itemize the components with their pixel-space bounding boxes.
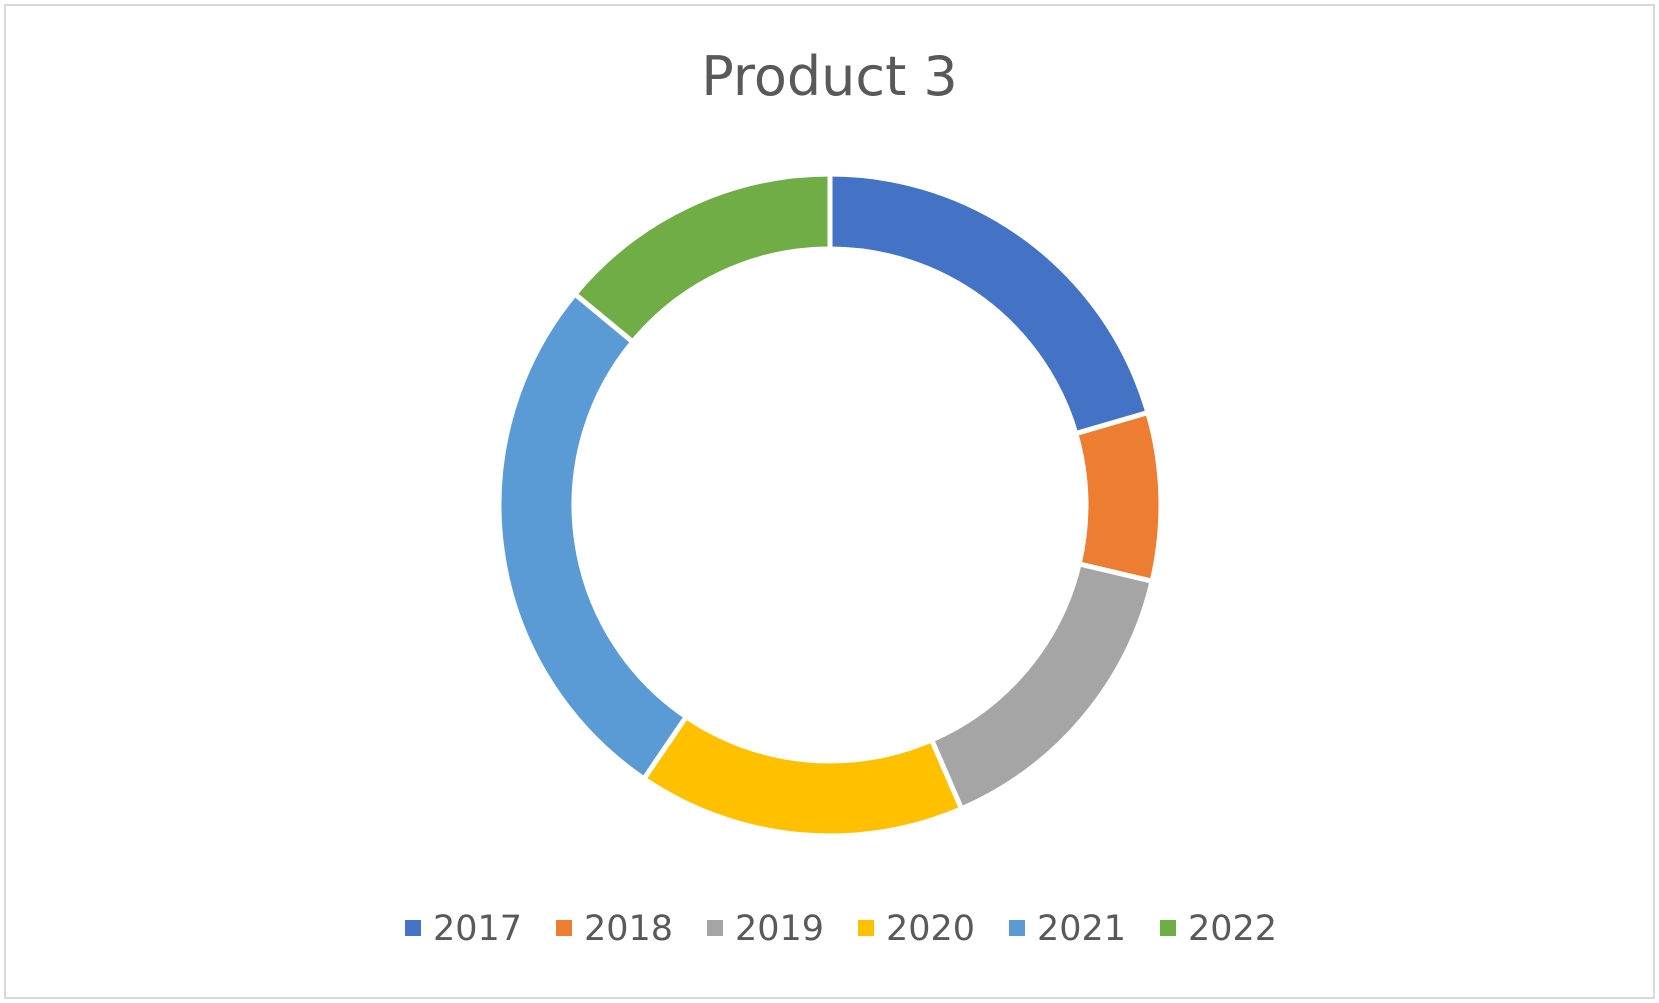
legend-item-2017: 2017 [405, 909, 522, 949]
chart-title: Product 3 [701, 45, 958, 108]
legend-swatch-2020 [858, 920, 874, 936]
legend-swatch-2019 [707, 920, 723, 936]
slice-2021 [496, 290, 690, 783]
legend-swatch-2018 [556, 920, 572, 936]
slice-2022 [571, 171, 833, 346]
legend-label-2018: 2018 [584, 909, 673, 949]
slice-2018 [1072, 409, 1164, 585]
legend-item-2022: 2022 [1160, 909, 1277, 949]
legend-label-2022: 2022 [1188, 909, 1277, 949]
legend-label-2019: 2019 [735, 909, 824, 949]
legend-swatch-2022 [1160, 920, 1176, 936]
legend-item-2021: 2021 [1009, 909, 1126, 949]
slice-2019 [928, 560, 1156, 813]
legend-label-2020: 2020 [886, 909, 975, 949]
legend-label-2021: 2021 [1037, 909, 1126, 949]
legend-label-2017: 2017 [433, 909, 522, 949]
legend-item-2018: 2018 [556, 909, 673, 949]
legend-item-2019: 2019 [707, 909, 824, 949]
slice-2017 [827, 171, 1151, 437]
legend-swatch-2017 [405, 920, 421, 936]
chart-legend: 2017 2018 2019 2020 2021 2022 [405, 909, 1277, 949]
legend-swatch-2021 [1009, 920, 1025, 936]
doughnut-slices [496, 171, 1164, 839]
slice-2020 [640, 713, 965, 839]
legend-item-2020: 2020 [858, 909, 975, 949]
